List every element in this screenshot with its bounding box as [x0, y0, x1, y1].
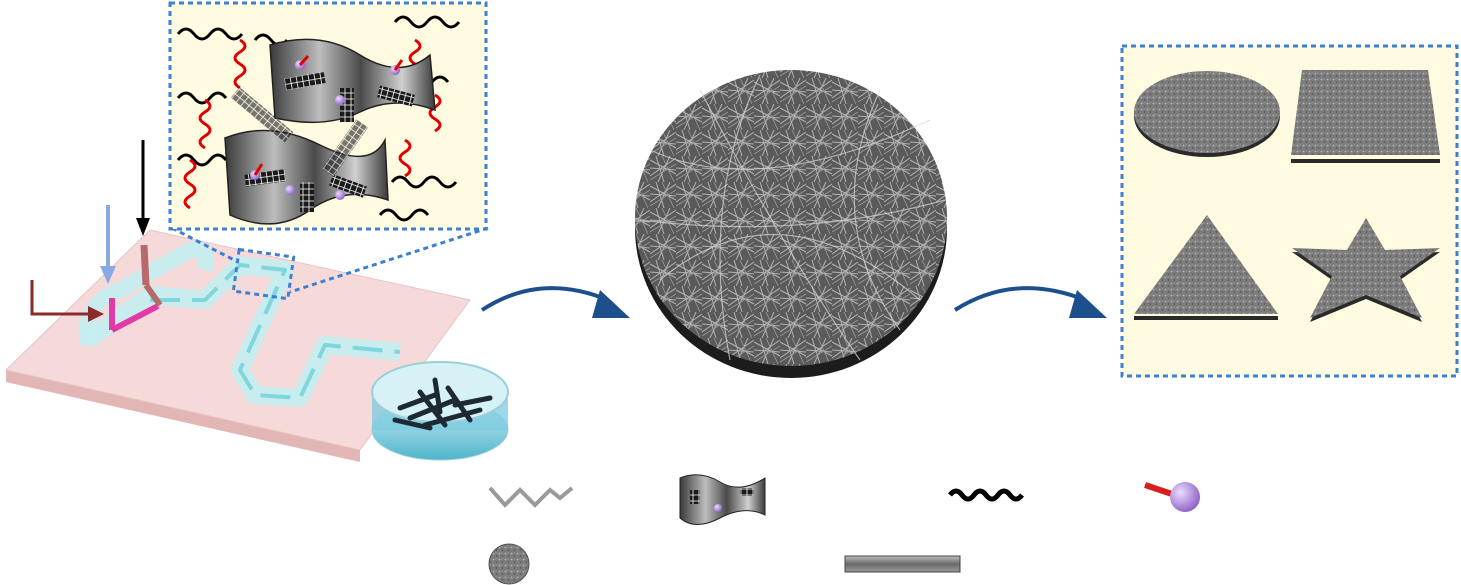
shape-square	[1291, 70, 1440, 163]
legend-black-chain	[948, 488, 1024, 502]
legend-membrane-disc	[488, 543, 530, 585]
fibrous-membrane	[635, 70, 947, 378]
structure-inset	[168, 1, 488, 231]
legend-polymer-chain	[488, 486, 574, 508]
process-arrow-2	[953, 286, 1107, 318]
inlet-brown	[140, 244, 150, 286]
microfluidic-chip	[4, 140, 489, 462]
zoom-region	[231, 247, 296, 301]
legend	[488, 474, 1200, 585]
inset-particles	[250, 55, 404, 200]
microchannel-loop	[78, 241, 214, 347]
legend-ligand-particle	[1144, 482, 1200, 512]
process-arrow-1	[480, 286, 630, 318]
legend-nanosheet	[679, 474, 766, 525]
inlet-arrow-red	[30, 280, 92, 316]
chip-side-face	[6, 370, 360, 462]
zoom-line-left	[171, 226, 239, 264]
inlet-arrow-blue-head	[100, 266, 116, 284]
nanofiber-rods	[392, 377, 493, 431]
inlet-arrow-red-head	[88, 306, 104, 322]
inlet-brown-2	[143, 283, 163, 307]
junction-magenta	[110, 303, 160, 333]
inlet-arrow-black-head	[136, 218, 150, 236]
shape-triangle	[1134, 215, 1278, 320]
shape-star	[1292, 218, 1440, 322]
inset-black-chains	[176, 15, 461, 222]
zoom-line-right	[289, 226, 489, 294]
shape-circle	[1134, 71, 1280, 157]
petri-dish	[371, 361, 509, 461]
legend-fiber-rod	[844, 555, 961, 573]
microchannel	[150, 263, 401, 400]
shapes-inset	[1120, 44, 1459, 378]
